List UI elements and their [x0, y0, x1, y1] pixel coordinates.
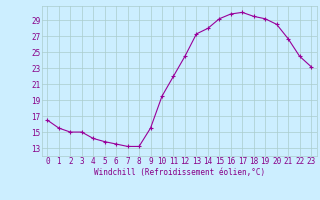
X-axis label: Windchill (Refroidissement éolien,°C): Windchill (Refroidissement éolien,°C): [94, 168, 265, 177]
